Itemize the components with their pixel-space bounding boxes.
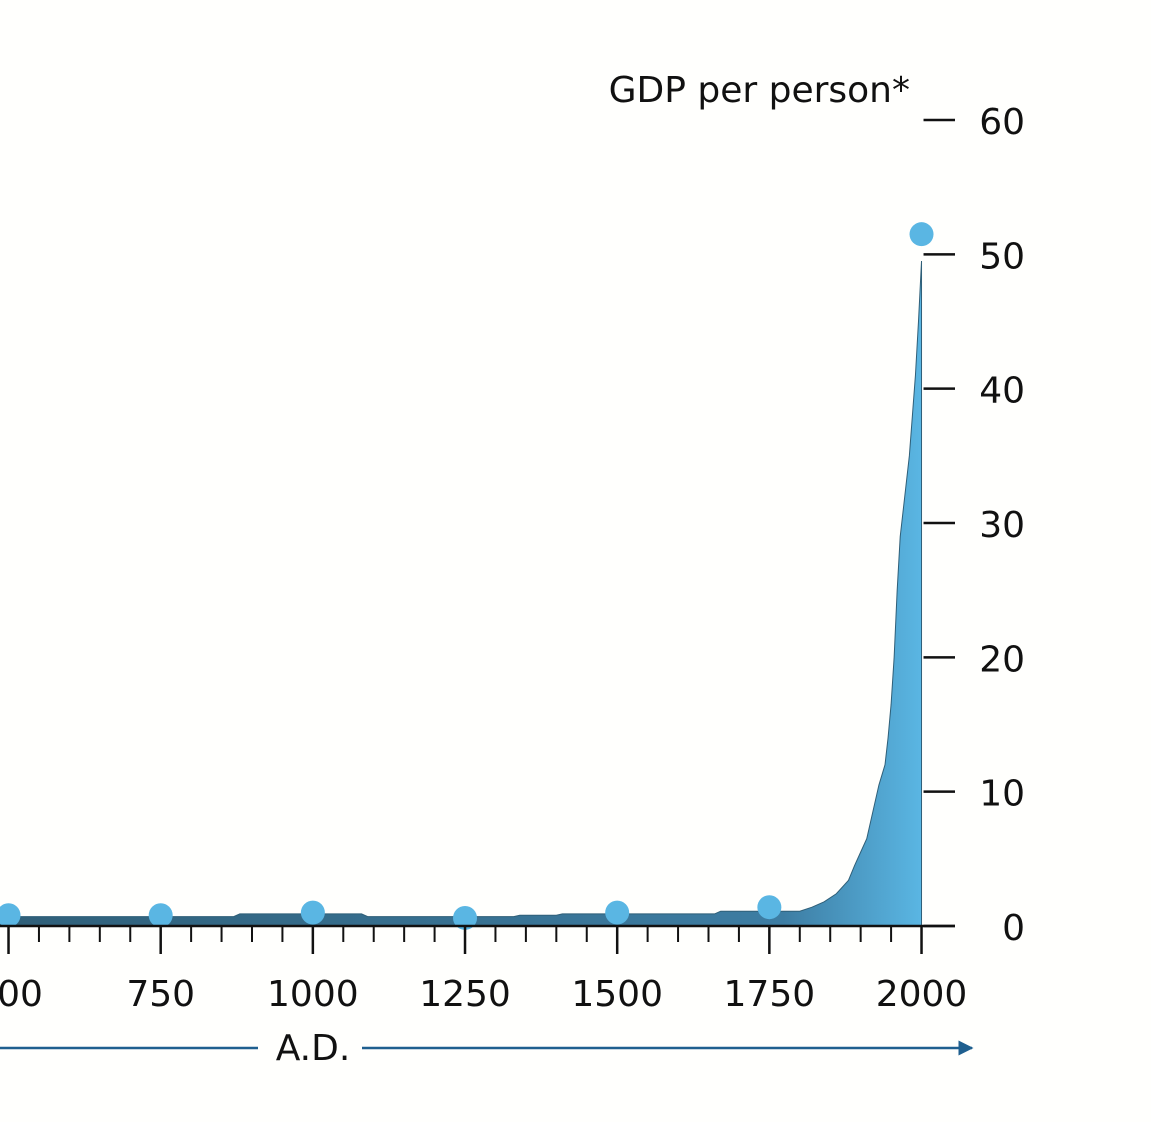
data-point bbox=[605, 900, 630, 925]
x-tick-label: 1250 bbox=[419, 974, 511, 1015]
y-tick-label: 10 bbox=[979, 774, 1025, 815]
data-point bbox=[757, 895, 782, 920]
area bbox=[0, 261, 923, 927]
y-axis-label: GDP per person* bbox=[609, 70, 910, 111]
data-point bbox=[453, 905, 478, 930]
y-tick-label: 20 bbox=[979, 639, 1025, 680]
x-tick-label: 1750 bbox=[724, 974, 816, 1015]
x-tick-label: 1000 bbox=[267, 974, 359, 1015]
y-tick-label: 0 bbox=[1002, 908, 1025, 949]
x-axis-label: A.D. bbox=[276, 1028, 351, 1069]
y-tick-label: 30 bbox=[979, 505, 1025, 546]
y-tick-label: 60 bbox=[979, 102, 1025, 143]
y-tick-label: 40 bbox=[979, 371, 1025, 412]
data-point bbox=[300, 900, 325, 925]
x-tick-label: 1500 bbox=[571, 974, 663, 1015]
x-tick-label: 2000 bbox=[876, 974, 968, 1015]
data-point bbox=[148, 903, 173, 928]
data-point bbox=[909, 222, 934, 247]
x-tick-label: 750 bbox=[126, 974, 195, 1015]
y-tick-label: 50 bbox=[979, 236, 1025, 277]
data-point bbox=[0, 903, 21, 928]
x-tick-label: 500 bbox=[0, 974, 43, 1015]
